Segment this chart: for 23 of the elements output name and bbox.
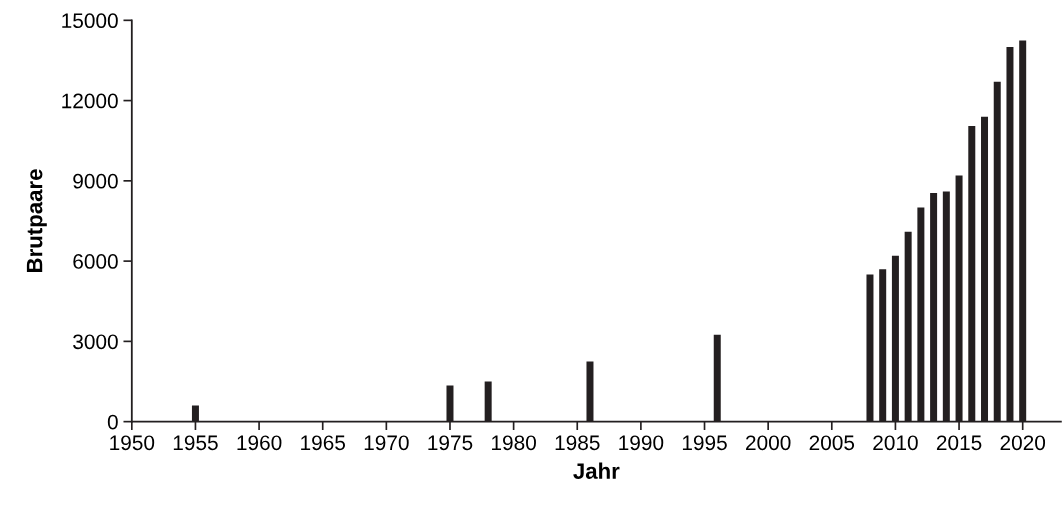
x-axis-title: Jahr [573,462,620,479]
y-tick-label: 0 [107,414,118,430]
y-axis-title: Brutpaare [26,169,47,272]
y-tick-label: 6000 [73,254,118,269]
x-tick-label: 1970 [364,435,409,451]
x-tick-label: 2005 [809,435,855,451]
x-tick-label: 2020 [1000,435,1046,451]
x-tick-label: 1955 [173,435,218,451]
y-tick-label: 9000 [73,173,118,189]
x-tick-label: 1995 [682,435,727,451]
x-tick-label: 2015 [936,435,982,451]
x-tick-label: 2000 [746,435,791,451]
x-tick-label: 1980 [492,435,536,451]
x-tick-label: 1985 [555,435,600,451]
x-tick-label: 1975 [428,435,473,451]
x-tick-label: 1960 [237,435,282,451]
y-tick-label: 15000 [62,13,118,29]
y-tick-label: 12000 [62,93,118,109]
x-tick-label: 2010 [873,435,918,451]
x-tick-label: 1950 [110,435,155,451]
x-tick-label: 1965 [301,435,346,451]
x-tick-label: 1990 [619,435,664,451]
y-tick-label: 3000 [73,334,118,350]
